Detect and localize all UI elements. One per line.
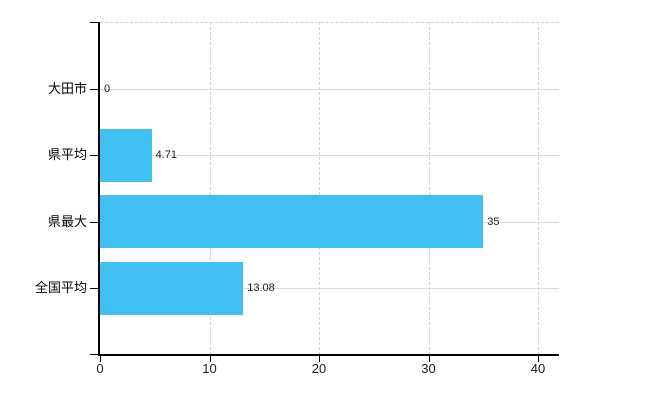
value-label: 0 (104, 82, 111, 95)
value-label: 4.71 (155, 149, 177, 162)
x-gridline (538, 22, 539, 355)
x-gridline (319, 22, 320, 355)
category-label: 県最大 (47, 213, 87, 229)
y-gridline (100, 288, 559, 290)
y-axis-tick (90, 288, 98, 290)
x-axis-tick (100, 355, 101, 362)
x-axis-tick (538, 355, 539, 362)
value-label: 35 (487, 215, 500, 228)
bar (100, 261, 244, 315)
x-axis-tick (209, 355, 211, 362)
y-axis-line (98, 22, 100, 356)
value-label: 13.08 (247, 282, 275, 295)
x-axis-tick (319, 355, 320, 362)
category-label: 大田市 (47, 80, 87, 96)
category-label: 県平均 (47, 147, 87, 163)
bar (100, 195, 484, 249)
y-axis-tick (90, 22, 98, 23)
plot-top-border (100, 22, 559, 23)
y-axis-tick (90, 155, 98, 157)
x-gridline (428, 22, 430, 355)
x-tick-label: 40 (530, 361, 546, 376)
x-tick-label: 20 (311, 361, 327, 376)
x-tick-label: 10 (202, 361, 217, 376)
y-axis-tick (90, 221, 98, 223)
x-gridline (209, 22, 211, 355)
x-tick-label: 30 (421, 361, 436, 376)
y-axis-tick (90, 354, 98, 355)
x-axis-tick (428, 355, 430, 362)
y-gridline (100, 88, 559, 90)
x-tick-label: 0 (96, 361, 104, 376)
x-axis-line (98, 354, 559, 356)
y-axis-tick (90, 88, 98, 90)
y-gridline (100, 155, 559, 157)
category-label: 全国平均 (34, 280, 87, 296)
bar (100, 128, 152, 182)
